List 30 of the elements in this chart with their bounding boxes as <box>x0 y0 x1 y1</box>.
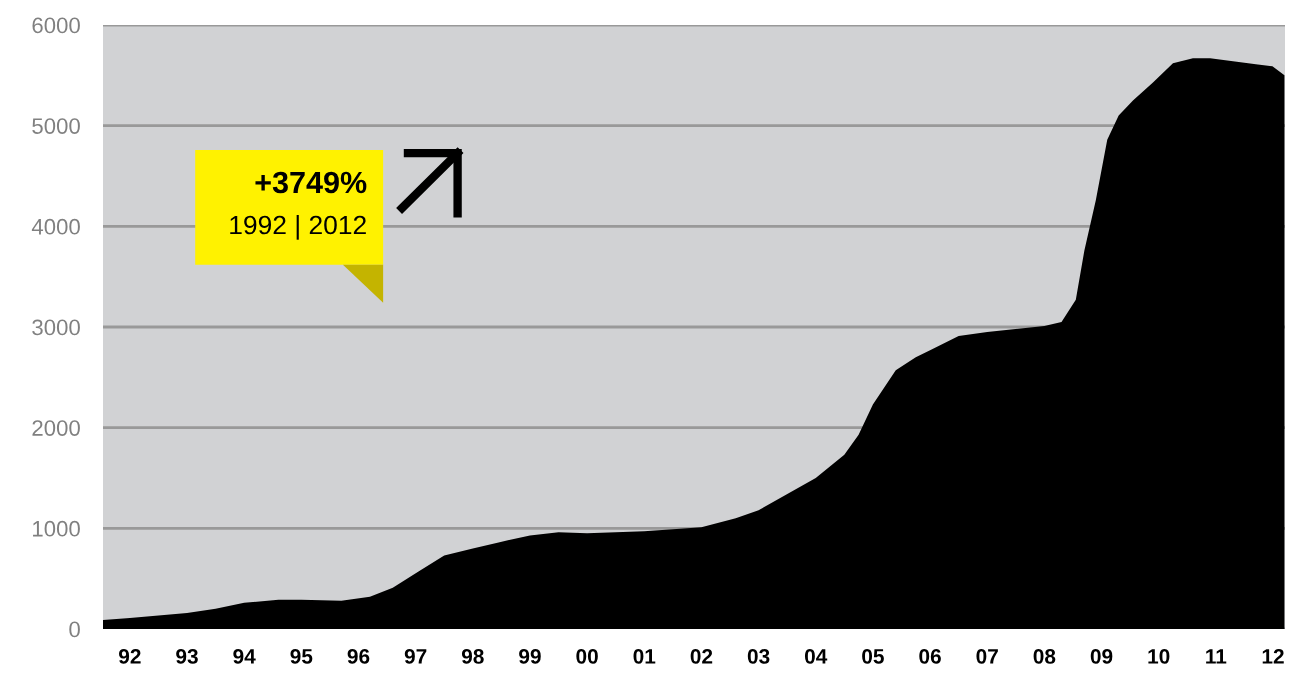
y-tick-label: 6000 <box>32 17 80 34</box>
x-tick-label: 93 <box>176 648 198 664</box>
annotation: +3749% <box>255 171 367 194</box>
x-tick-label: 98 <box>461 648 484 664</box>
y-tick-label: 5000 <box>32 118 80 134</box>
x-tick-label: 10 <box>1148 648 1170 664</box>
y-tick-label: 3000 <box>32 319 80 336</box>
x-tick-label: 03 <box>747 648 770 664</box>
annotation: 1992 | 2012 <box>230 214 366 240</box>
x-tick-label: 06 <box>919 648 941 664</box>
x-tick-label: 05 <box>862 648 884 664</box>
x-tick-label: 94 <box>233 648 256 664</box>
y-tick-label: 1000 <box>33 520 80 537</box>
x-tick-label: 09 <box>1090 648 1113 664</box>
x-tick-label: 11 <box>1206 649 1227 664</box>
y-tick-label: 2000 <box>32 420 80 436</box>
x-tick-label: 01 <box>633 648 656 664</box>
x-tick-label: 00 <box>576 648 598 664</box>
x-tick-label: 96 <box>347 648 370 664</box>
x-tick-label: 99 <box>519 648 541 664</box>
x-tick-label: 95 <box>290 648 313 664</box>
x-tick-label: 07 <box>976 648 998 664</box>
x-tick-label: 12 <box>1262 648 1284 664</box>
x-tick-label: 08 <box>1033 648 1056 664</box>
y-tick-label: 0 <box>69 621 80 638</box>
x-tick-label: 04 <box>804 648 828 664</box>
x-tick-label: 97 <box>404 648 427 664</box>
y-tick-label: 4000 <box>31 218 80 235</box>
x-tick-label: 02 <box>690 648 713 664</box>
x-tick-label: 92 <box>119 648 141 664</box>
